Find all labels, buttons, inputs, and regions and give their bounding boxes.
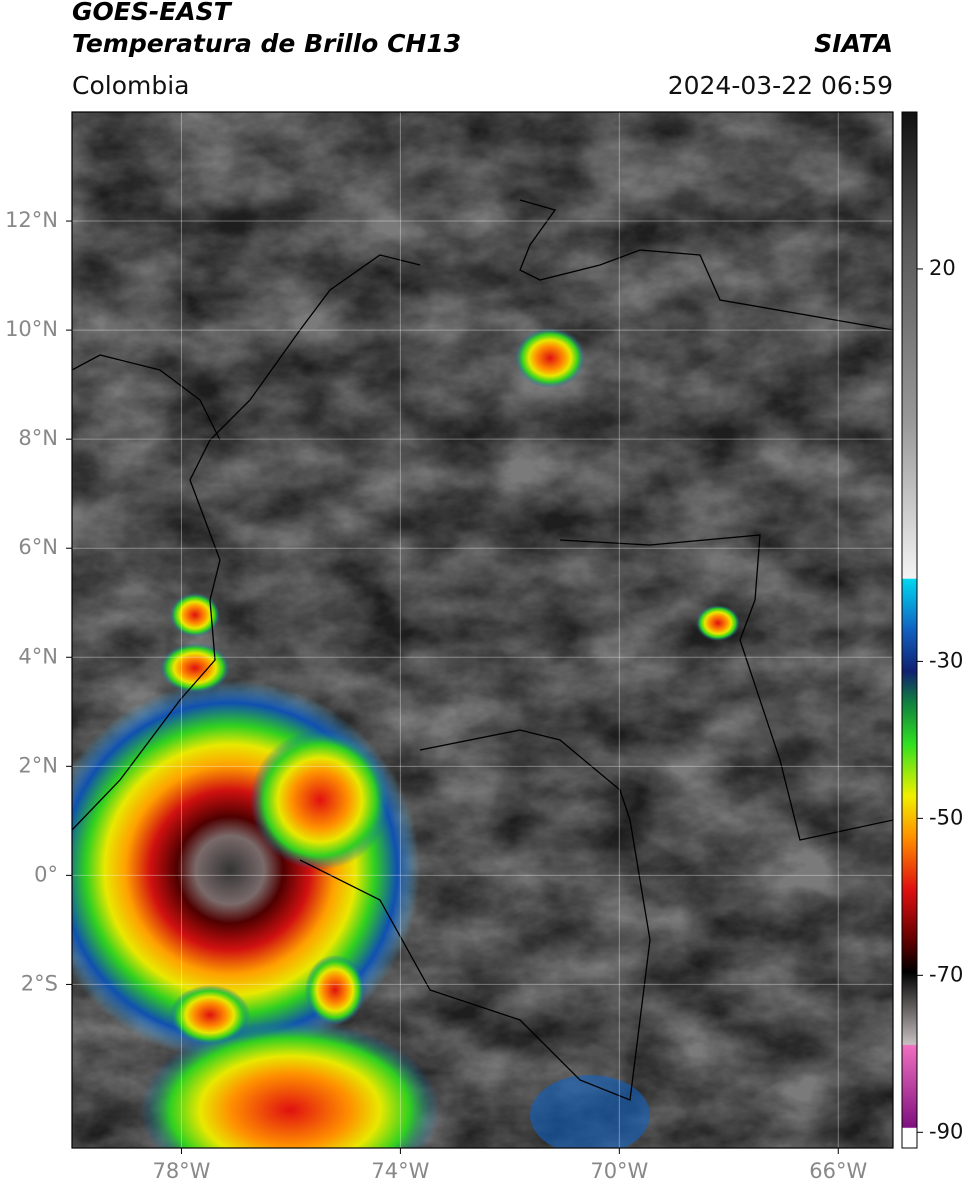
region: Colombia [72,71,189,100]
storm-cell [170,985,250,1045]
y-tick-label: 2°N [18,753,58,777]
storm-cell [250,730,390,870]
y-tick-label: 4°N [18,644,58,668]
y-tick-label: 6°N [18,535,58,559]
storm-cell [305,955,365,1025]
datetime: 2024-03-22 06:59 [668,71,893,100]
plot-frame [71,111,894,1149]
x-tick-label: 70°W [590,1159,648,1183]
x-tick-label: 78°W [152,1159,210,1183]
y-tick-label: 8°N [18,426,58,450]
storm-cell [530,1075,650,1148]
colorbar-label: 20 [929,256,956,280]
storm-cell [515,328,585,388]
source: SIATA [814,29,893,58]
colorbar [901,111,918,1149]
storm-cell [170,593,220,637]
satellite: GOES-EAST [72,0,233,26]
colorbar-label: -50 [929,805,963,829]
product: Temperatura de Brillo CH13 [72,29,461,58]
x-tick-label: 66°W [809,1159,867,1183]
storm-cell [140,1020,440,1148]
y-tick-label: 2°S [21,971,58,995]
colorbar-label: -90 [929,1119,963,1143]
imagery [72,112,893,1148]
storm-cell [696,605,740,641]
y-tick-label: 0° [34,862,58,886]
x-tick-label: 74°W [371,1159,429,1183]
y-tick-label: 10°N [5,317,58,341]
grid [72,112,893,1148]
colorbar-label: -70 [929,962,963,986]
y-tick-label: 12°N [5,208,58,232]
borders [72,199,893,1101]
storm-cell [160,643,230,693]
colorbar-label: -30 [929,648,963,672]
